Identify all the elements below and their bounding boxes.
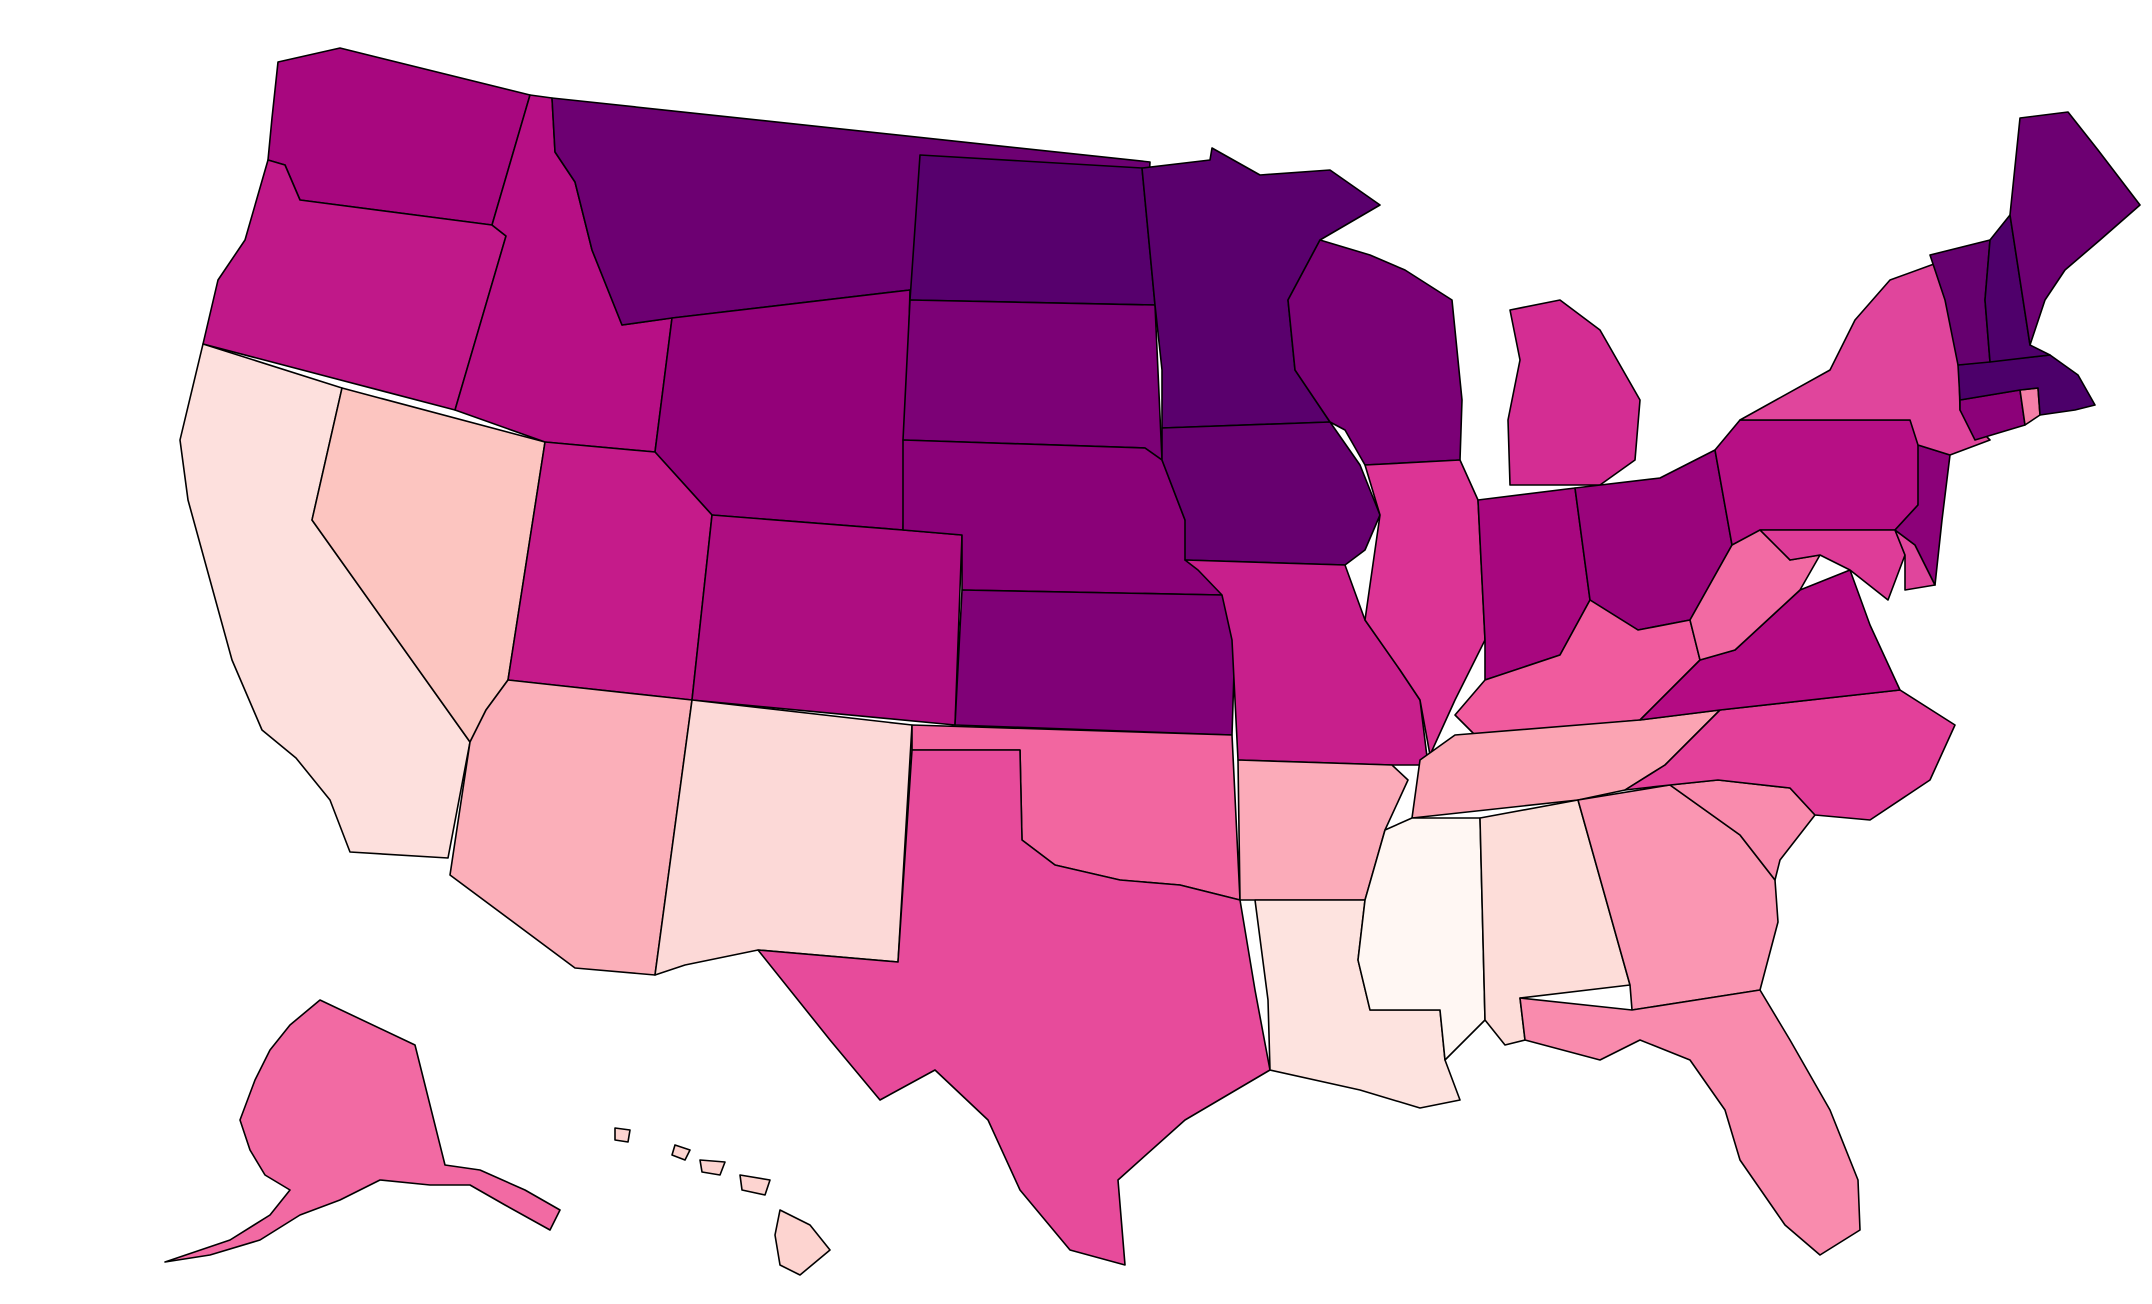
state-pennsylvania[interactable] [1714,419,1926,546]
state-new-jersey[interactable] [1894,444,1951,586]
state-missouri[interactable] [1184,559,1429,766]
state-alaska[interactable] [164,999,561,1263]
state-washington[interactable] [267,47,531,226]
state-north-dakota[interactable] [909,154,1156,306]
state-florida[interactable] [1519,989,1861,1256]
state-maine[interactable] [2009,111,2141,346]
state-colorado[interactable] [691,514,963,726]
state-kansas[interactable] [954,589,1236,736]
state-hawaii[interactable] [614,1127,831,1276]
state-texas[interactable] [757,749,1271,1266]
state-north-carolina[interactable] [1624,689,1956,821]
state-iowa[interactable] [1161,421,1381,566]
state-michigan[interactable] [1507,299,1641,486]
state-arizona[interactable] [449,679,693,976]
state-utah[interactable] [507,441,713,701]
state-south-dakota[interactable] [902,299,1163,461]
state-new-mexico[interactable] [654,699,913,976]
state-massachusetts[interactable] [1957,354,2096,416]
